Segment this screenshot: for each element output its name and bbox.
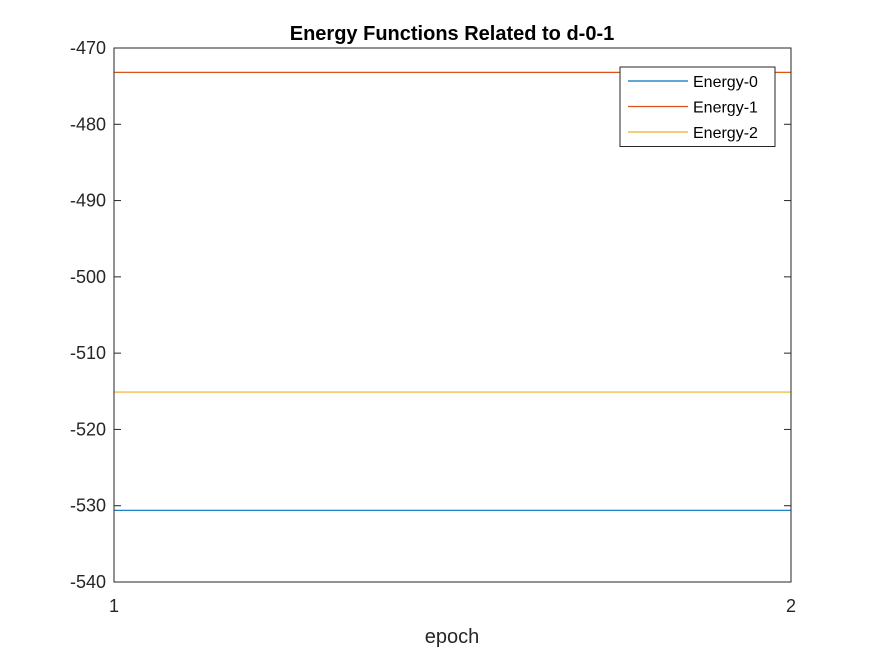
y-tick-label: -500 [70,267,106,287]
y-tick-label: -540 [70,572,106,592]
x-axis-label: epoch [425,626,480,648]
y-axis: -540 -530 -520 -510 -500 -490 -480 -470 [70,38,791,592]
y-tick-label: -510 [70,343,106,363]
plot-area [113,47,792,583]
y-tick-label: -480 [70,114,106,134]
y-tick-label: -470 [70,38,106,58]
x-tick-label: 2 [786,596,796,616]
legend-label: Energy-1 [693,100,758,117]
legend: Energy-0 Energy-1 Energy-2 [619,66,776,147]
x-tick-label: 1 [109,596,119,616]
chart-title: Energy Functions Related to d-0-1 [290,23,614,45]
y-tick-label: -520 [70,419,106,439]
y-tick-label: -530 [70,496,106,516]
y-tick-label: -490 [70,191,106,211]
legend-label: Energy-2 [693,125,758,142]
legend-label: Energy-0 [693,74,758,91]
